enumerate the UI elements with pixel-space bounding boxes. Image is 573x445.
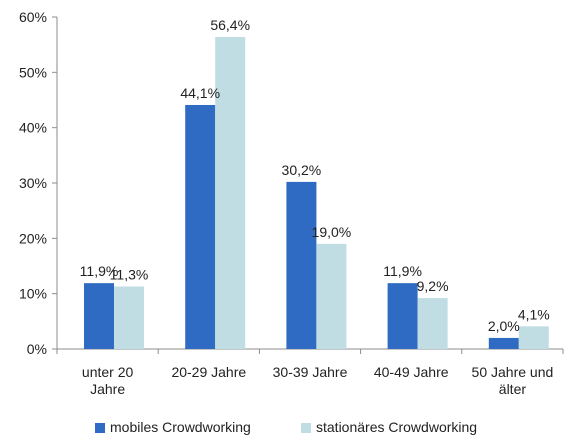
bar-stationary	[215, 36, 246, 350]
x-tick-label-line: älter	[499, 381, 527, 397]
bar-stationary	[316, 243, 347, 349]
bar-stationary	[518, 326, 549, 349]
x-tick-label: 40-49 Jahre	[374, 364, 449, 380]
legend-label: mobiles Crowdworking	[110, 419, 251, 435]
data-label: 11,3%	[110, 266, 149, 282]
x-tick-label: 20-29 Jahre	[171, 364, 246, 380]
bars	[84, 36, 549, 350]
y-tick-label: 10%	[19, 286, 47, 302]
bar-mobile	[185, 104, 216, 349]
data-label: 44,1%	[180, 85, 220, 101]
y-tick-label: 50%	[19, 64, 47, 80]
legend: mobiles Crowdworking stationäres Crowdwor…	[95, 419, 477, 435]
y-tick-label: 30%	[19, 175, 47, 191]
bar-mobile	[286, 181, 317, 349]
x-tick-label-line: 30-39 Jahre	[273, 364, 348, 380]
legend-label: stationäres Crowdworking	[316, 419, 477, 435]
axes: 0% 10% 20% 30% 40% 50% 60% unter 20 Jahre 20-29 J…	[19, 9, 564, 397]
data-label: 11,9%	[383, 263, 422, 279]
y-tick-label: 40%	[19, 120, 47, 136]
x-tick-label: unter 20 Jahre	[82, 364, 134, 397]
bar-stationary	[114, 286, 144, 349]
y-tick-label: 20%	[19, 230, 47, 246]
x-tick-label: 50 Jahre und älter	[472, 364, 554, 397]
y-tick-label: 0%	[27, 341, 47, 357]
data-label: 11,9%	[80, 263, 119, 279]
x-tick-label-line: 50 Jahre und	[472, 364, 554, 380]
legend-item: mobiles Crowdworking	[95, 419, 251, 435]
data-labels: 11,9% 44,1% 30,2% 11,9% 2,0% 11,3% 56,4% 19,0% 9…	[80, 17, 550, 334]
legend-swatch	[95, 423, 105, 433]
data-label: 4,1%	[518, 306, 550, 322]
data-label: 9,2%	[417, 278, 449, 294]
x-tick-label-line: 20-29 Jahre	[171, 364, 246, 380]
bar-mobile	[84, 283, 114, 349]
y-tick-label: 60%	[19, 9, 47, 25]
data-label: 56,4%	[210, 17, 250, 33]
bar-mobile	[488, 337, 519, 349]
bar-stationary	[417, 298, 448, 349]
x-tick-label-line: 40-49 Jahre	[374, 364, 449, 380]
data-label: 30,2%	[282, 162, 322, 178]
data-label: 2,0%	[488, 318, 520, 334]
x-tick-label: 30-39 Jahre	[273, 364, 348, 380]
legend-item: stationäres Crowdworking	[301, 419, 477, 435]
legend-swatch	[301, 423, 311, 433]
x-tick-label-line: Jahre	[90, 381, 125, 397]
bar-mobile	[387, 283, 418, 349]
data-label: 19,0%	[312, 224, 352, 240]
x-tick-label-line: unter 20	[82, 364, 134, 380]
